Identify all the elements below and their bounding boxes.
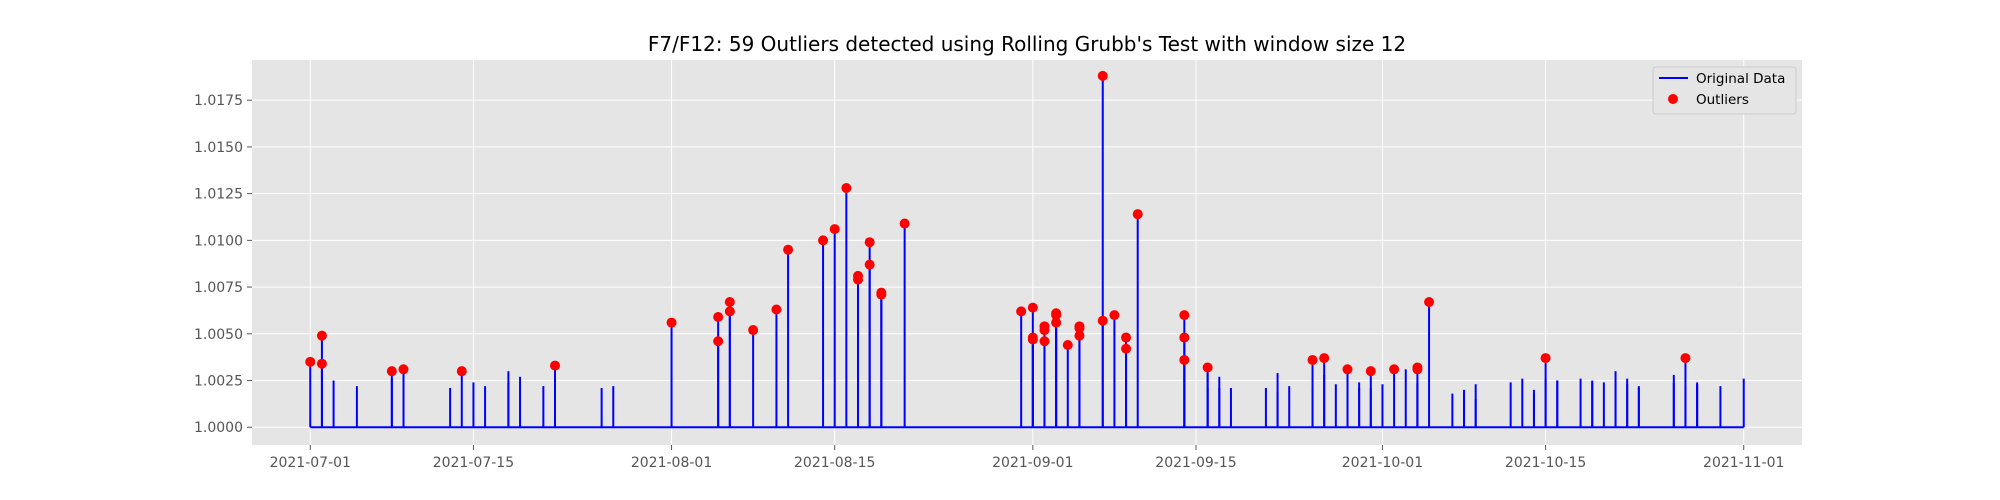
outlier-point: [864, 259, 875, 270]
y-tick-label: 1.0150: [194, 140, 243, 156]
outlier-point: [550, 360, 561, 371]
y-tick-label: 1.0175: [194, 93, 243, 109]
outlier-point: [783, 244, 794, 255]
outlier-point: [1179, 332, 1190, 343]
outlier-point: [1540, 353, 1551, 364]
original-data-series: [309, 75, 1745, 429]
y-tick-label: 1.0075: [194, 280, 243, 296]
outlier-point: [713, 336, 724, 347]
outlier-point: [1074, 321, 1085, 332]
outlier-point: [1109, 310, 1120, 321]
outlier-point: [1680, 353, 1691, 364]
outlier-point: [1365, 366, 1376, 377]
outlier-point: [1097, 70, 1108, 81]
chart-title: F7/F12: 59 Outliers detected using Rolli…: [648, 32, 1406, 56]
outlier-point: [864, 237, 875, 248]
legend-label-original-data: Original Data: [1696, 71, 1785, 87]
y-axis-ticks: 1.0000 1.0025 1.0050 1.0075 1.0100 1.0125 1.01…: [194, 93, 252, 436]
x-tick-label: 2021-08-01: [631, 455, 712, 471]
outlier-point: [1016, 306, 1027, 317]
legend-label-outliers: Outliers: [1696, 92, 1749, 108]
x-tick-label: 2021-08-15: [794, 455, 875, 471]
outlier-point: [724, 306, 735, 317]
outlier-point: [1342, 364, 1353, 375]
outlier-point: [1307, 354, 1318, 365]
outlier-point: [853, 274, 864, 285]
outliers-series: [305, 70, 1691, 377]
outlier-point: [1202, 362, 1213, 373]
outlier-point: [841, 183, 852, 194]
outlier-point: [876, 287, 887, 298]
outlier-point: [456, 366, 467, 377]
outlier-point: [1121, 343, 1132, 354]
outlier-point: [1121, 332, 1132, 343]
outlier-point: [818, 235, 829, 246]
outlier-point: [1424, 297, 1435, 308]
x-tick-label: 2021-11-01: [1703, 455, 1784, 471]
outlier-point: [1062, 340, 1073, 351]
outlier-point: [1051, 317, 1062, 328]
y-tick-label: 1.0100: [194, 233, 243, 249]
outlier-point: [829, 224, 840, 235]
outlier-point: [1132, 209, 1143, 220]
y-tick-label: 1.0125: [194, 187, 243, 203]
outlier-point: [1039, 336, 1050, 347]
legend: Original Data Outliers: [1652, 66, 1797, 115]
legend-outlier-swatch: [1668, 94, 1678, 104]
outlier-point: [1074, 330, 1085, 341]
outlier-point: [1027, 302, 1038, 313]
outlier-point: [666, 317, 677, 328]
outlier-point: [1179, 354, 1190, 365]
outlier-point: [771, 304, 782, 315]
x-tick-label: 2021-10-15: [1505, 455, 1586, 471]
x-tick-label: 2021-10-01: [1342, 455, 1423, 471]
outlier-point: [305, 356, 316, 367]
x-axis-ticks: 2021-07-01 2021-07-15 2021-08-01 2021-08-15…: [270, 445, 1784, 471]
x-tick-label: 2021-09-15: [1155, 455, 1236, 471]
outlier-point: [398, 364, 409, 375]
x-tick-label: 2021-07-15: [433, 455, 514, 471]
outlier-point: [1179, 310, 1190, 321]
outlier-point: [1039, 325, 1050, 336]
outlier-point: [1051, 308, 1062, 319]
outlier-point: [316, 330, 327, 341]
outlier-point: [748, 325, 759, 336]
outlier-point: [1389, 364, 1400, 375]
y-tick-label: 1.0025: [194, 374, 243, 390]
outlier-point: [713, 311, 724, 322]
outlier-point: [316, 358, 327, 369]
legend-box: [1652, 66, 1797, 115]
x-tick-label: 2021-07-01: [270, 455, 351, 471]
outlier-point: [1319, 353, 1330, 364]
y-tick-label: 1.0050: [194, 327, 243, 343]
x-tick-label: 2021-09-01: [992, 455, 1073, 471]
outlier-point: [899, 218, 910, 229]
outlier-point: [1412, 362, 1423, 373]
y-tick-label: 1.0000: [194, 420, 243, 436]
outlier-point: [386, 366, 397, 377]
outlier-point: [1027, 332, 1038, 343]
outlier-point: [724, 297, 735, 308]
outlier-point: [1097, 315, 1108, 326]
